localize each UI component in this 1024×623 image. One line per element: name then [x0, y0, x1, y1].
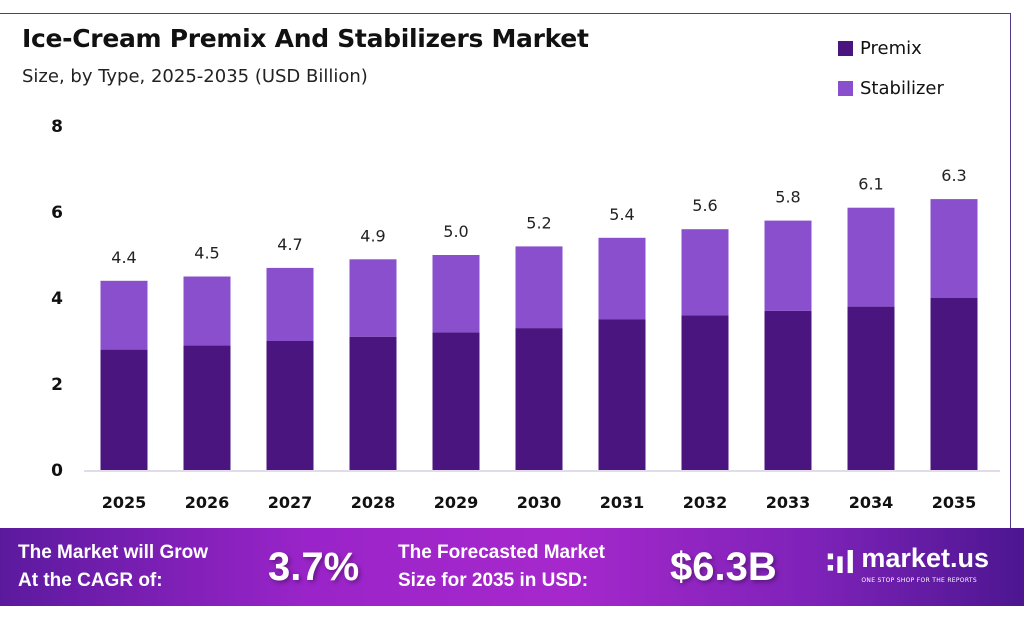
- legend-item-stabilizer: Stabilizer: [838, 76, 944, 100]
- bar-stabilizer-2027: [266, 267, 314, 341]
- bar-premix-2030: [515, 328, 563, 470]
- bar-premix-2028: [349, 336, 397, 470]
- y-tick-label: 6: [51, 203, 63, 223]
- chart-title: Ice-Cream Premix And Stabilizers Market: [22, 24, 589, 53]
- data-label-total: 5.4: [609, 205, 634, 224]
- cagr-label-line2: At the CAGR of:: [18, 570, 163, 591]
- logo-mark-icon: ∶ıl: [826, 545, 856, 581]
- x-tick-label: 2031: [600, 493, 645, 512]
- bar-premix-2032: [681, 315, 729, 470]
- data-label-total: 5.2: [526, 213, 551, 232]
- data-label-total: 6.1: [858, 175, 883, 194]
- y-tick-label: 2: [51, 375, 63, 395]
- footer-banner: The Market will Grow At the CAGR of: 3.7…: [0, 528, 1024, 606]
- x-tick-label: 2025: [102, 493, 147, 512]
- x-tick-label: 2033: [766, 493, 811, 512]
- bar-premix-2025: [100, 349, 148, 470]
- bar-stabilizer-2035: [930, 199, 978, 298]
- y-tick-label: 8: [51, 117, 63, 137]
- data-label-total: 4.7: [277, 235, 302, 254]
- x-tick-label: 2032: [683, 493, 728, 512]
- forecast-label-line1: The Forecasted Market: [398, 542, 605, 563]
- chart-subtitle: Size, by Type, 2025-2035 (USD Billion): [22, 66, 368, 87]
- legend-swatch-stabilizer: [838, 80, 853, 96]
- forecast-label: The Forecasted Market Size for 2035 in U…: [398, 539, 605, 595]
- bar-stabilizer-2033: [764, 220, 812, 311]
- bar-premix-2029: [432, 332, 480, 470]
- x-tick-label: 2030: [517, 493, 562, 512]
- data-label-total: 5.6: [692, 196, 717, 215]
- x-tick-label: 2027: [268, 493, 313, 512]
- data-label-total: 4.5: [194, 244, 219, 263]
- data-label-total: 4.9: [360, 226, 385, 245]
- market-us-logo: ∶ıl market.us ONE STOP SHOP FOR THE REPO…: [826, 542, 989, 585]
- x-tick-label: 2026: [185, 493, 230, 512]
- bar-stabilizer-2031: [598, 237, 646, 320]
- bar-stabilizer-2029: [432, 255, 480, 333]
- data-label-total: 5.8: [775, 188, 800, 207]
- forecast-label-line2: Size for 2035 in USD:: [398, 570, 589, 591]
- bar-premix-2026: [183, 345, 231, 470]
- bar-stabilizer-2030: [515, 246, 563, 329]
- cagr-label: The Market will Grow At the CAGR of:: [18, 539, 208, 595]
- x-tick-label: 2029: [434, 493, 479, 512]
- data-label-total: 4.4: [111, 248, 136, 267]
- data-label-total: 6.3: [941, 166, 966, 185]
- y-tick-label: 0: [51, 461, 63, 481]
- x-tick-label: 2028: [351, 493, 396, 512]
- bar-stabilizer-2032: [681, 229, 729, 316]
- y-tick-label: 4: [51, 289, 63, 309]
- bar-premix-2033: [764, 310, 812, 470]
- legend-swatch-premix: [838, 40, 853, 56]
- bar-premix-2034: [847, 306, 895, 470]
- bar-stabilizer-2034: [847, 207, 895, 307]
- x-tick-label: 2034: [849, 493, 894, 512]
- bar-stabilizer-2025: [100, 280, 148, 350]
- legend-label: Premix: [860, 37, 922, 59]
- x-tick-label: 2035: [932, 493, 977, 512]
- logo-name: market.us: [861, 543, 989, 573]
- cagr-value: 3.7%: [268, 545, 360, 589]
- cagr-label-line1: The Market will Grow: [18, 542, 209, 563]
- legend: Premix Stabilizer: [838, 36, 944, 116]
- bar-premix-2027: [266, 341, 314, 470]
- bar-chart: 0 2 4 6 8 4.4 2025 4.5 2026 4.7 2027 4.9 2028 5.0 2029…: [51, 117, 1000, 512]
- bar-premix-2035: [930, 298, 978, 470]
- data-label-total: 5.0: [443, 222, 468, 241]
- forecast-value: $6.3B: [670, 545, 777, 589]
- legend-item-premix: Premix: [838, 36, 944, 60]
- legend-label: Stabilizer: [860, 77, 944, 99]
- bar-stabilizer-2026: [183, 276, 231, 346]
- bar-stabilizer-2028: [349, 259, 397, 337]
- logo-tagline: ONE STOP SHOP FOR THE REPORTS: [861, 577, 977, 584]
- bar-premix-2031: [598, 319, 646, 470]
